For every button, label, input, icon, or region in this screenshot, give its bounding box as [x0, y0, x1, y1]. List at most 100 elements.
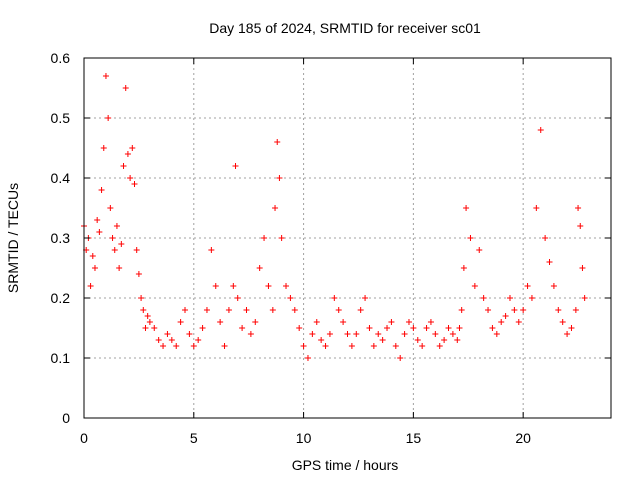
data-point	[102, 73, 109, 79]
data-point	[173, 343, 180, 349]
y-tick-label: 0.6	[51, 50, 71, 66]
data-point	[572, 307, 579, 313]
x-tick-label: 0	[80, 430, 88, 446]
data-point	[131, 181, 138, 187]
data-point	[89, 253, 96, 259]
data-point	[278, 235, 285, 241]
data-point	[502, 313, 509, 319]
data-point	[122, 85, 129, 91]
data-point	[322, 343, 329, 349]
data-point	[111, 247, 118, 253]
data-point	[94, 217, 101, 223]
data-point	[291, 307, 298, 313]
data-point	[344, 331, 351, 337]
data-point	[225, 307, 232, 313]
data-point	[331, 295, 338, 301]
data-point	[105, 115, 112, 121]
data-point	[133, 247, 140, 253]
data-point	[460, 265, 467, 271]
data-point	[182, 307, 189, 313]
data-point	[116, 265, 123, 271]
grid	[84, 58, 611, 418]
x-tick-label: 20	[515, 430, 531, 446]
data-point	[252, 319, 259, 325]
data-point	[135, 271, 142, 277]
data-point	[423, 325, 430, 331]
data-point	[318, 337, 325, 343]
y-tick-label: 0.4	[51, 170, 71, 186]
y-axis-label: SRMTID / TECUs	[5, 183, 21, 293]
data-point	[498, 319, 505, 325]
data-point	[140, 307, 147, 313]
data-point	[304, 355, 311, 361]
x-tick-label: 15	[406, 430, 422, 446]
data-point	[506, 295, 513, 301]
data-point	[144, 313, 151, 319]
data-point	[177, 319, 184, 325]
data-point	[427, 319, 434, 325]
data-point	[120, 163, 127, 169]
data-point	[100, 145, 107, 151]
y-tick-label: 0	[62, 410, 70, 426]
data-points	[81, 73, 588, 361]
data-point	[272, 205, 279, 211]
data-point	[232, 163, 239, 169]
data-point	[326, 331, 333, 337]
data-point	[234, 295, 241, 301]
data-point	[370, 343, 377, 349]
data-point	[467, 235, 474, 241]
data-point	[87, 283, 94, 289]
data-point	[445, 325, 452, 331]
data-point	[118, 241, 125, 247]
y-tick-label: 0.5	[51, 110, 71, 126]
data-point	[476, 247, 483, 253]
data-point	[146, 319, 153, 325]
data-point	[195, 337, 202, 343]
data-point	[546, 259, 553, 265]
axis-ticks: 0 5 10 15 20 0 0.1 0.2 0.3 0.4 0.5 0.6	[51, 50, 611, 446]
data-point	[155, 337, 162, 343]
data-point	[401, 331, 408, 337]
data-point	[392, 343, 399, 349]
data-point	[309, 331, 316, 337]
data-point	[340, 319, 347, 325]
data-point	[362, 295, 369, 301]
data-point	[463, 205, 470, 211]
data-point	[199, 325, 206, 331]
data-point	[397, 355, 404, 361]
data-point	[559, 319, 566, 325]
data-point	[353, 331, 360, 337]
data-point	[432, 331, 439, 337]
data-point	[296, 325, 303, 331]
data-point	[441, 337, 448, 343]
data-point	[528, 295, 535, 301]
data-point	[419, 343, 426, 349]
data-point	[265, 283, 272, 289]
data-point	[230, 283, 237, 289]
data-point	[142, 325, 149, 331]
data-point	[283, 283, 290, 289]
data-point	[405, 319, 412, 325]
data-point	[480, 295, 487, 301]
data-point	[276, 175, 283, 181]
data-point	[379, 337, 386, 343]
data-point	[164, 331, 171, 337]
data-point	[91, 265, 98, 271]
data-point	[247, 331, 254, 337]
data-point	[375, 331, 382, 337]
data-point	[335, 307, 342, 313]
data-point	[520, 307, 527, 313]
data-point	[124, 151, 131, 157]
data-point	[511, 307, 518, 313]
data-point	[212, 283, 219, 289]
data-point	[300, 343, 307, 349]
data-point	[138, 295, 145, 301]
y-tick-label: 0.3	[51, 230, 71, 246]
data-point	[436, 343, 443, 349]
x-axis-label: GPS time / hours	[292, 457, 399, 473]
data-point	[555, 307, 562, 313]
data-point	[109, 235, 116, 241]
data-point	[217, 319, 224, 325]
data-point	[384, 325, 391, 331]
y-tick-label: 0.2	[51, 290, 71, 306]
